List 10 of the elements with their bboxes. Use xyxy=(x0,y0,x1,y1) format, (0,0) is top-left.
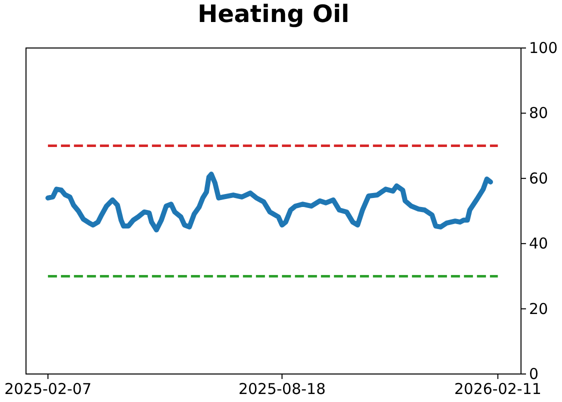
y-tick-label: 40 xyxy=(529,234,548,253)
chart-title: Heating Oil xyxy=(198,0,350,28)
y-tick-label: 100 xyxy=(529,39,558,57)
x-tick-label: 2025-02-07 xyxy=(4,380,92,398)
y-tick-label: 0 xyxy=(529,365,539,383)
y-tick-label: 20 xyxy=(529,300,548,318)
x-tick-label: 2026-02-11 xyxy=(454,380,542,398)
x-tick-label: 2025-08-18 xyxy=(238,380,326,398)
y-tick-label: 60 xyxy=(529,169,548,188)
y-tick-label: 80 xyxy=(529,104,548,122)
